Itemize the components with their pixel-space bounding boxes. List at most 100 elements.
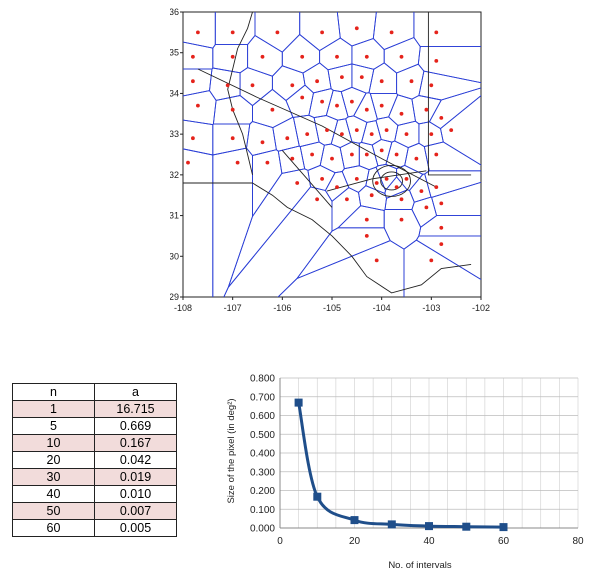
table-cell-n: 5	[12, 417, 95, 435]
station-point	[429, 83, 434, 88]
table-cell-n: 50	[12, 502, 95, 520]
station-point	[310, 152, 314, 157]
station-point	[369, 132, 374, 136]
table-row: 5 0.669	[12, 417, 177, 435]
station-point	[320, 30, 324, 35]
station-point	[335, 54, 339, 59]
x-tick-label: -108	[174, 303, 192, 313]
table-cell-a: 0.010	[94, 485, 177, 503]
border-line	[197, 68, 437, 188]
station-point	[285, 136, 290, 141]
table-cell-a: 16.715	[94, 400, 177, 418]
data-point-marker	[425, 522, 433, 531]
station-point	[354, 26, 359, 31]
x-tick-label: 20	[349, 536, 361, 547]
chart-y-ticks: 0.000 0.100 0.200 0.300 0.400 0.500 0.600 0.700…	[250, 374, 275, 535]
station-point	[449, 128, 454, 132]
station-point	[300, 95, 305, 100]
table-row: 40 0.010	[12, 485, 177, 503]
station-point	[230, 136, 235, 141]
voronoi-cell	[424, 170, 481, 198]
table-row: 60 0.005	[12, 519, 177, 537]
station-point	[434, 59, 439, 63]
y-tick-label: 0.000	[250, 524, 275, 535]
station-point	[439, 225, 444, 230]
station-point	[186, 160, 190, 165]
data-point-marker	[462, 522, 471, 531]
station-point	[404, 177, 409, 181]
station-point	[191, 136, 195, 141]
station-point	[399, 54, 404, 59]
station-point	[315, 79, 319, 84]
station-point	[399, 111, 404, 116]
x-tick-label: -105	[323, 303, 341, 313]
political-borders	[183, 12, 472, 294]
station-point	[364, 107, 369, 112]
voronoi-map-chart: -108 -107 -106 -105 -104 -103 -102 29 30 31 32 33 3…	[170, 7, 490, 313]
station-point	[230, 107, 235, 112]
y-tick-label: 0.700	[250, 392, 275, 403]
station-point	[379, 79, 384, 84]
station-points	[186, 26, 454, 263]
table-header-n: n	[12, 383, 95, 401]
station-point	[260, 140, 265, 145]
map-y-ticks: 29 30 31 32 33 34 35 36	[170, 7, 183, 302]
station-point	[330, 156, 334, 161]
y-tick-label: 0.100	[250, 505, 275, 516]
data-point-marker	[313, 492, 322, 501]
border-line	[281, 150, 333, 208]
station-point	[235, 160, 240, 165]
station-point	[359, 75, 364, 79]
station-point	[335, 103, 339, 108]
chart-x-ticks: 0 20 40 60 80	[277, 536, 584, 547]
station-point	[394, 152, 399, 157]
station-point	[364, 234, 369, 238]
table-row: 30 0.019	[12, 468, 177, 486]
station-point	[250, 83, 255, 88]
station-point	[290, 156, 295, 161]
x-tick-label: -106	[273, 303, 291, 313]
y-tick-label: 0.200	[250, 486, 275, 497]
table-row: 1 16.715	[12, 400, 177, 418]
circle-annotation	[372, 165, 411, 197]
station-point	[345, 197, 349, 202]
table-cell-a: 0.167	[94, 434, 177, 452]
border-line	[427, 12, 472, 176]
chart-y-axis-label: Size of the pixel (in deg²)	[226, 398, 237, 503]
data-point-marker	[350, 516, 359, 525]
station-point	[354, 177, 359, 181]
station-point	[379, 103, 384, 108]
y-tick-label: 34	[170, 88, 179, 98]
station-point	[300, 54, 305, 59]
table-cell-a: 0.007	[94, 502, 177, 520]
table-cell-n: 1	[12, 400, 95, 418]
station-point	[384, 128, 389, 132]
station-point	[409, 79, 414, 84]
station-point	[305, 132, 310, 136]
y-tick-label: 0.600	[250, 411, 275, 422]
voronoi-cell	[403, 239, 481, 297]
series-line	[297, 402, 504, 529]
station-point	[196, 30, 200, 35]
station-point	[379, 148, 384, 153]
table-cell-a: 0.042	[94, 451, 177, 469]
station-point	[275, 30, 280, 35]
border-line	[183, 182, 472, 294]
station-point	[364, 217, 369, 222]
station-point	[434, 152, 439, 157]
station-point	[399, 197, 404, 202]
data-point-marker	[294, 398, 303, 407]
station-point	[419, 189, 424, 194]
y-tick-label: 0.400	[250, 449, 275, 460]
chart-gridlines	[279, 377, 579, 529]
y-tick-label: 36	[170, 7, 179, 17]
station-point	[191, 79, 195, 84]
station-point	[230, 54, 235, 59]
x-tick-label: -104	[373, 303, 391, 313]
station-point	[320, 99, 324, 104]
station-point	[325, 128, 329, 132]
voronoi-cell	[418, 215, 481, 237]
station-point	[225, 83, 230, 88]
table-row: 50 0.007	[12, 502, 177, 520]
y-tick-label: 33	[170, 129, 179, 139]
